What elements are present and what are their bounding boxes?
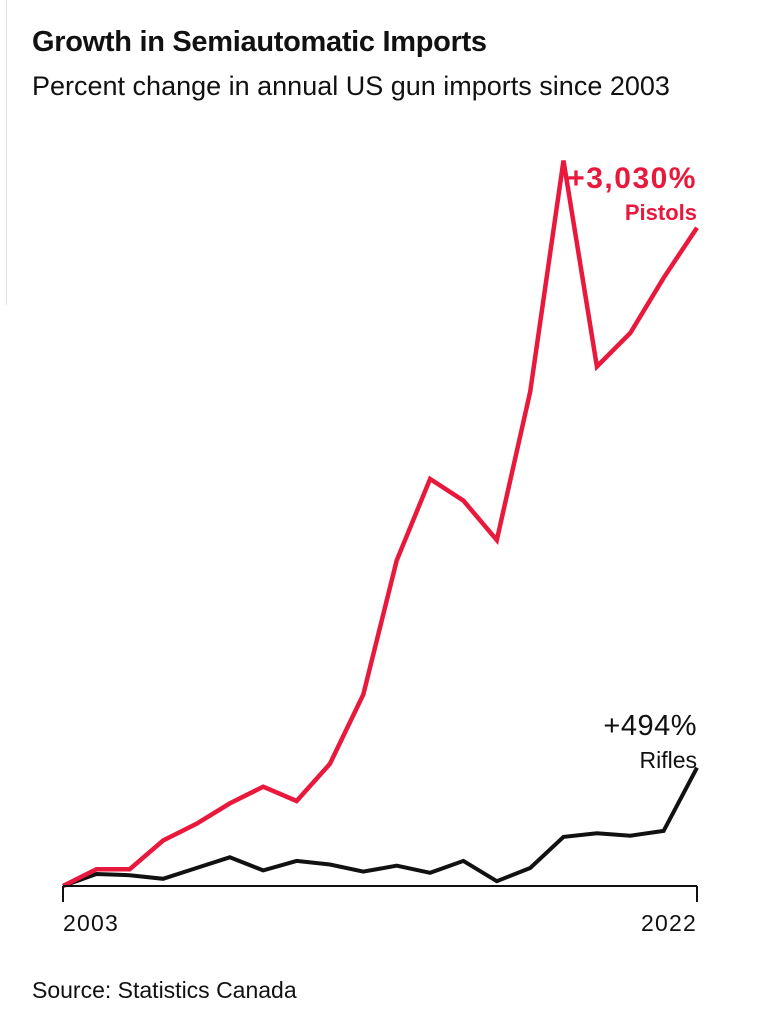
- x-axis: 2003 2022: [62, 885, 698, 936]
- series-line-pistols: [61, 160, 699, 889]
- end-label-name-pistols: Pistols: [625, 200, 697, 225]
- end-label-name-rifles: Rifles: [639, 747, 697, 773]
- page-edge-divider: [0, 0, 7, 305]
- end-label-value-pistols: +3,030%: [567, 162, 697, 195]
- end-label-value-rifles: +494%: [603, 710, 697, 742]
- series-line-rifles: [62, 766, 699, 888]
- source-note: Source: Statistics Canada: [32, 977, 297, 1003]
- x-tick-label-2022: 2022: [641, 910, 697, 936]
- x-tick-label-2003: 2003: [63, 910, 119, 936]
- end-labels: +3,030% Pistols +494% Rifles: [567, 162, 697, 773]
- chart-subtitle: Percent change in annual US gun imports …: [32, 71, 670, 101]
- series-lines: [61, 160, 699, 889]
- chart-title: Growth in Semiautomatic Imports: [32, 26, 487, 58]
